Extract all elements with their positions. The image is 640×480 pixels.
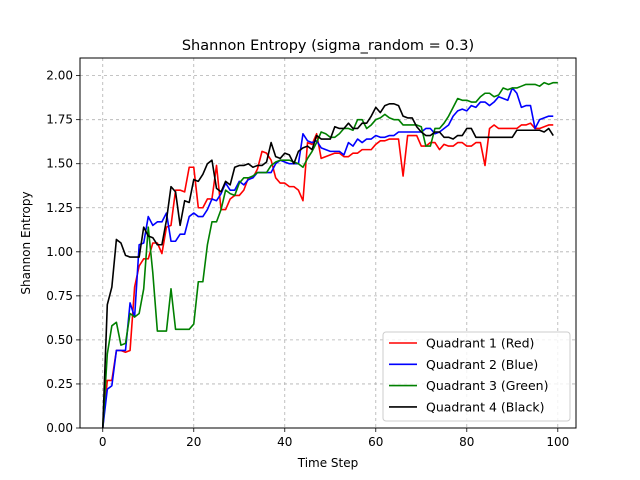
legend-label: Quadrant 3 (Green) [426, 378, 549, 393]
plot-frame [79, 57, 577, 429]
x-tick-label: 80 [459, 435, 474, 449]
y-tick-label: 1.25 [46, 201, 73, 215]
legend-label: Quadrant 1 (Red) [426, 336, 534, 351]
y-tick-label: 0.50 [46, 333, 73, 347]
x-axis: 0 20 40 60 80 100 [99, 428, 569, 449]
x-tick-label: 20 [186, 435, 201, 449]
x-tick-label: 0 [99, 435, 107, 449]
y-tick-label: 0.00 [46, 421, 73, 435]
y-axis-label: Shannon Entropy [19, 191, 33, 294]
legend-label: Quadrant 4 (Black) [426, 399, 544, 414]
y-tick-label: 1.50 [46, 157, 73, 171]
legend-label: Quadrant 2 (Blue) [426, 357, 538, 372]
series-line-quadrant-2 [101, 87, 554, 429]
series-line-quadrant-1 [101, 122, 554, 429]
y-tick-label: 1.75 [46, 113, 73, 127]
legend: Quadrant 1 (Red) Quadrant 2 (Blue) Quadran… [382, 331, 571, 422]
x-tick-label: 100 [546, 435, 569, 449]
series-line-quadrant-4 [101, 103, 554, 429]
y-tick-label: 0.75 [46, 289, 73, 303]
x-tick-label: 40 [277, 435, 292, 449]
y-tick-label: 0.25 [46, 377, 73, 391]
y-tick-label: 1.00 [46, 245, 73, 259]
legend-box [382, 331, 571, 422]
series-layer [101, 81, 558, 429]
y-axis: 0.00 0.25 0.50 0.75 1.00 1.25 1.50 1.75 2.00 [46, 69, 80, 435]
x-tick-label: 60 [368, 435, 383, 449]
chart-title: Shannon Entropy (sigma_random = 0.3) [182, 38, 474, 54]
x-axis-label: Time Step [297, 456, 359, 470]
y-tick-label: 2.00 [46, 69, 73, 83]
